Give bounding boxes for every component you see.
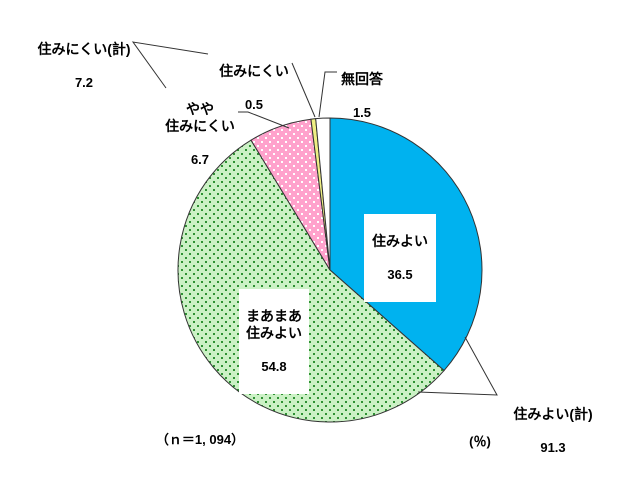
callout-unlivable-value: 0.5	[244, 97, 264, 112]
callout-no-answer-value: 1.5	[352, 105, 372, 120]
sample-size-label: （ｎ＝1, 094）	[155, 432, 245, 447]
leader-unlivable-total-bracket	[131, 41, 209, 89]
pie-slice-no-answer	[315, 117, 331, 271]
callout-somewhat-unlivable: やや 住みにくい 6.7	[150, 84, 250, 185]
callout-unlivable: 住みにくい 0.5	[200, 46, 308, 130]
callout-somewhat-unlivable-value: 6.7	[190, 152, 210, 167]
label-livable-value: 36.5	[387, 267, 413, 282]
callout-livable-total-value: 91.3	[540, 440, 566, 455]
callout-unlivable-label: 住みにくい	[219, 63, 289, 79]
label-somewhat-livable-value: 54.8	[261, 359, 287, 374]
callout-unlivable-total: 住みにくい(計) 7.2	[18, 24, 150, 108]
label-somewhat-livable-text: まあまあ 住みよい	[246, 308, 302, 341]
callout-livable-total: 住みよい(計) 91.3	[500, 389, 606, 473]
callout-no-answer: 無回答 1.5	[322, 54, 402, 138]
callout-livable-total-label: 住みよい(計)	[513, 406, 593, 422]
callout-unlivable-total-value: 7.2	[74, 75, 94, 90]
leader-no-answer	[318, 71, 337, 118]
leader-somewhat-unlivable	[238, 111, 290, 129]
callout-no-answer-label: 無回答	[341, 71, 383, 87]
callout-somewhat-unlivable-label: やや 住みにくい	[165, 101, 235, 134]
label-livable-text: 住みよい	[372, 233, 428, 249]
label-livable: 住みよい 36.5	[364, 214, 436, 302]
percent-unit-label: (％)	[469, 434, 491, 449]
callout-unlivable-total-label: 住みにくい(計)	[37, 41, 131, 57]
leader-livable-total-bracket	[417, 336, 498, 396]
leader-unlivable	[291, 62, 316, 118]
label-somewhat-livable: まあまあ 住みよい 54.8	[239, 289, 309, 394]
